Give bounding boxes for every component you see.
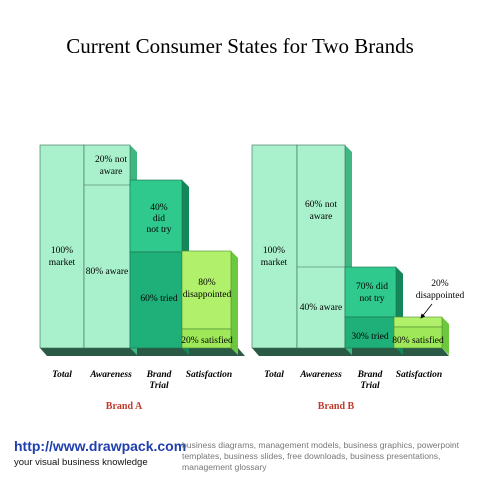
brand-b-awareness-bar bbox=[296, 144, 346, 349]
brand-b-aware-label: 40% aware bbox=[300, 303, 342, 313]
brand-b-did-not-try-label: 70% did not try bbox=[356, 282, 388, 304]
brand-a-disappointed-label: 80% disappointed bbox=[183, 278, 232, 300]
footer-keywords: business diagrams, management models, bu… bbox=[182, 440, 460, 472]
brand-b-trial-tried-bar bbox=[344, 316, 397, 349]
brand-b-axis-satisfaction: Satisfaction bbox=[396, 370, 442, 380]
brand-a-axis-satisfaction: Satisfaction bbox=[186, 370, 232, 380]
brand-a-base-shadow bbox=[40, 348, 245, 356]
brand-b-axis-total: Total bbox=[264, 370, 284, 380]
brand-b-sat-disappointed-bar bbox=[393, 316, 443, 328]
brand-b-not-aware-label: 60% not aware bbox=[305, 200, 337, 222]
brand-a-total-bar bbox=[39, 144, 85, 349]
brand-a-sat-disappointed-bar bbox=[181, 250, 232, 330]
brand-b-total-label: 100% market bbox=[261, 246, 288, 268]
brand-a-sat-satisfied-bar bbox=[181, 328, 232, 349]
brand-a-axis-trial: Brand Trial bbox=[146, 370, 172, 391]
footer-tagline: your visual business knowledge bbox=[14, 457, 148, 468]
brand-a-name: Brand A bbox=[106, 401, 143, 412]
brand-b-name: Brand B bbox=[318, 401, 355, 412]
brand-a-trial-tried-bar bbox=[129, 251, 183, 349]
brand-a-axis-awareness: Awareness bbox=[89, 370, 132, 380]
brand-b-tried-label: 30% tried bbox=[351, 332, 388, 342]
brand-b-disappointed-arrow bbox=[420, 303, 433, 319]
brand-a-satisfied-label: 20% satisfied bbox=[181, 335, 233, 346]
page-title: Current Consumer States for Two Brands bbox=[66, 34, 414, 58]
brand-a-total-label: 100% market bbox=[49, 246, 76, 268]
brand-b-sat-side bbox=[442, 317, 449, 355]
brand-b-axis-awareness: Awareness bbox=[299, 370, 342, 380]
brand-b-trial-notry-bar bbox=[344, 266, 397, 318]
brand-a-sat-side bbox=[231, 251, 238, 355]
brand-a-did-not-try-label: 40% did not try bbox=[146, 203, 171, 235]
brand-b-disappointed-label: 20% disappointed bbox=[416, 279, 465, 301]
brand-b-sat-satisfied-bar bbox=[393, 326, 443, 349]
brand-a-group: 100% market 20% not aware 80% aware 40% did… bbox=[39, 144, 245, 412]
footer-url-link[interactable]: http://www.drawpack.com bbox=[14, 438, 187, 454]
brand-a-aware-label: 80% aware bbox=[86, 267, 128, 277]
brand-b-axis-trial: Brand Trial bbox=[357, 370, 383, 391]
brand-a-tried-label: 60% tried bbox=[140, 294, 177, 304]
brand-b-group: 100% market 60% not aware 40% aware 70% di… bbox=[251, 144, 465, 412]
brand-b-total-bar bbox=[251, 144, 298, 349]
brand-a-axis-total: Total bbox=[52, 370, 72, 380]
brand-a-not-aware-label: 20% not aware bbox=[95, 155, 127, 177]
brand-b-satisfied-label: 80% satisfied bbox=[392, 335, 444, 346]
